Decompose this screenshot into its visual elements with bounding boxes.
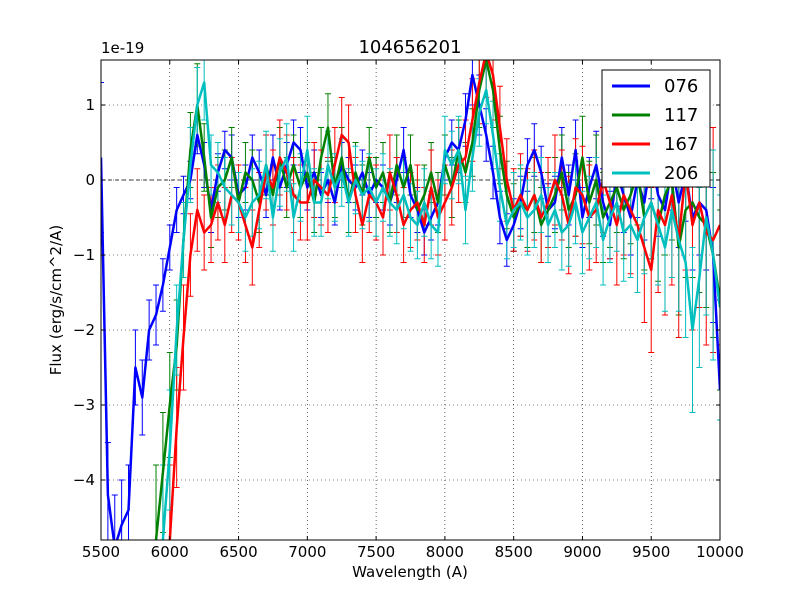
x-tick-label: 8000 [426, 543, 464, 561]
legend: 076 117 167 206 [601, 69, 711, 188]
series-line-206 [161, 81, 720, 540]
x-tick-label: 7000 [288, 543, 326, 561]
x-tick-label: 9000 [563, 543, 601, 561]
y-tick-label: 1 [85, 96, 95, 114]
legend-box [601, 69, 711, 188]
x-axis-label: Wavelength (A) [352, 563, 468, 581]
x-tick-label: 5500 [82, 543, 120, 561]
x-tick-label: 9500 [632, 543, 670, 561]
chart-title: 104656201 [358, 37, 461, 58]
series-line-167 [168, 60, 720, 540]
x-tick-label: 6500 [219, 543, 257, 561]
x-tick-label: 8500 [495, 543, 533, 561]
x-tick-label: 7500 [357, 543, 395, 561]
x-tick-label: 10000 [696, 543, 744, 561]
y-tick-label: −3 [73, 396, 95, 414]
y-offset-text: 1e-19 [101, 39, 144, 57]
y-tick-label: −2 [73, 321, 95, 339]
y-tick-label: −4 [73, 471, 95, 489]
x-tick-label: 6000 [151, 543, 189, 561]
series-line-117 [154, 60, 720, 540]
y-axis-label: Flux (erg/s/cm^2/A) [47, 225, 65, 376]
y-tick-label: 0 [85, 171, 95, 189]
legend-label-076: 076 [664, 76, 698, 97]
axis-ticks: 5500 6000 6500 7000 7500 8000 8500 9000 9500 1000… [73, 60, 744, 561]
y-tick-label: −1 [73, 246, 95, 264]
legend-label-206: 206 [664, 163, 698, 184]
legend-label-167: 167 [664, 134, 698, 155]
legend-label-117: 117 [664, 105, 698, 126]
plot-frame [100, 59, 721, 541]
